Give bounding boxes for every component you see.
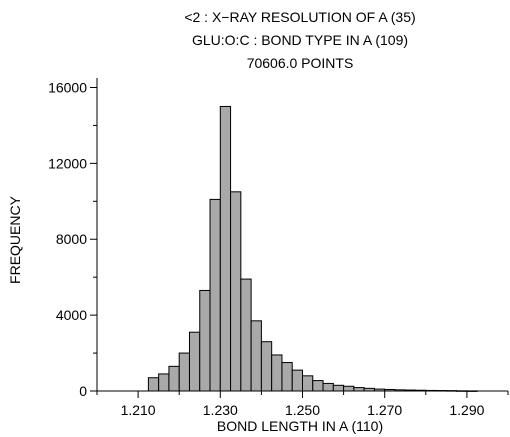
histogram-bar — [240, 278, 252, 392]
y-axis-ticks: 0 4000 8000 12000 16000 — [48, 79, 97, 399]
x-axis-ticks: 1.210 1.230 1.250 1.270 1.290 — [96, 391, 509, 418]
x-tick-label: 1.270 — [367, 402, 402, 418]
histogram-bar — [209, 198, 221, 392]
chart-title: <2 : X−RAY RESOLUTION OF A (35) GLU:O:C … — [184, 9, 415, 71]
title-line-1: <2 : X−RAY RESOLUTION OF A (35) — [184, 9, 415, 25]
histogram-bar — [332, 384, 345, 392]
histogram-bar — [199, 289, 211, 392]
histogram-bar — [312, 380, 324, 392]
histogram-bar — [158, 373, 170, 392]
histogram-bar — [281, 362, 293, 392]
y-tick-label: 8000 — [56, 231, 87, 247]
y-tick-label: 4000 — [56, 307, 87, 323]
histogram-bar — [230, 191, 242, 392]
histogram-bar — [147, 377, 160, 392]
x-tick-label: 1.290 — [449, 402, 484, 418]
histogram-bar — [168, 365, 180, 392]
y-tick-label: 0 — [79, 383, 87, 399]
histogram-bar — [322, 382, 334, 392]
histogram-bar — [178, 352, 190, 392]
title-line-2: GLU:O:C : BOND TYPE IN A (109) — [192, 32, 408, 48]
y-axis-label: FREQUENCY — [7, 195, 23, 284]
title-line-3: 70606.0 POINTS — [247, 55, 354, 71]
y-tick-label: 16000 — [48, 79, 87, 95]
bars-group — [122, 105, 478, 392]
histogram-bar — [250, 320, 262, 392]
y-tick-label: 12000 — [48, 155, 87, 171]
histogram-bar — [219, 105, 232, 392]
x-tick-label: 1.250 — [285, 402, 320, 418]
x-tick-label: 1.210 — [121, 402, 156, 418]
histogram-bar — [260, 341, 273, 392]
x-axis-label: BOND LENGTH IN A (110) — [217, 418, 383, 434]
histogram-bar — [188, 331, 201, 392]
histogram-bar — [271, 354, 283, 392]
x-tick-label: 1.230 — [203, 402, 238, 418]
histogram-bar — [302, 375, 314, 392]
histogram-bar — [343, 385, 355, 392]
histogram-bar — [291, 369, 304, 392]
axes-group — [96, 78, 508, 392]
histogram-bar — [353, 387, 365, 392]
